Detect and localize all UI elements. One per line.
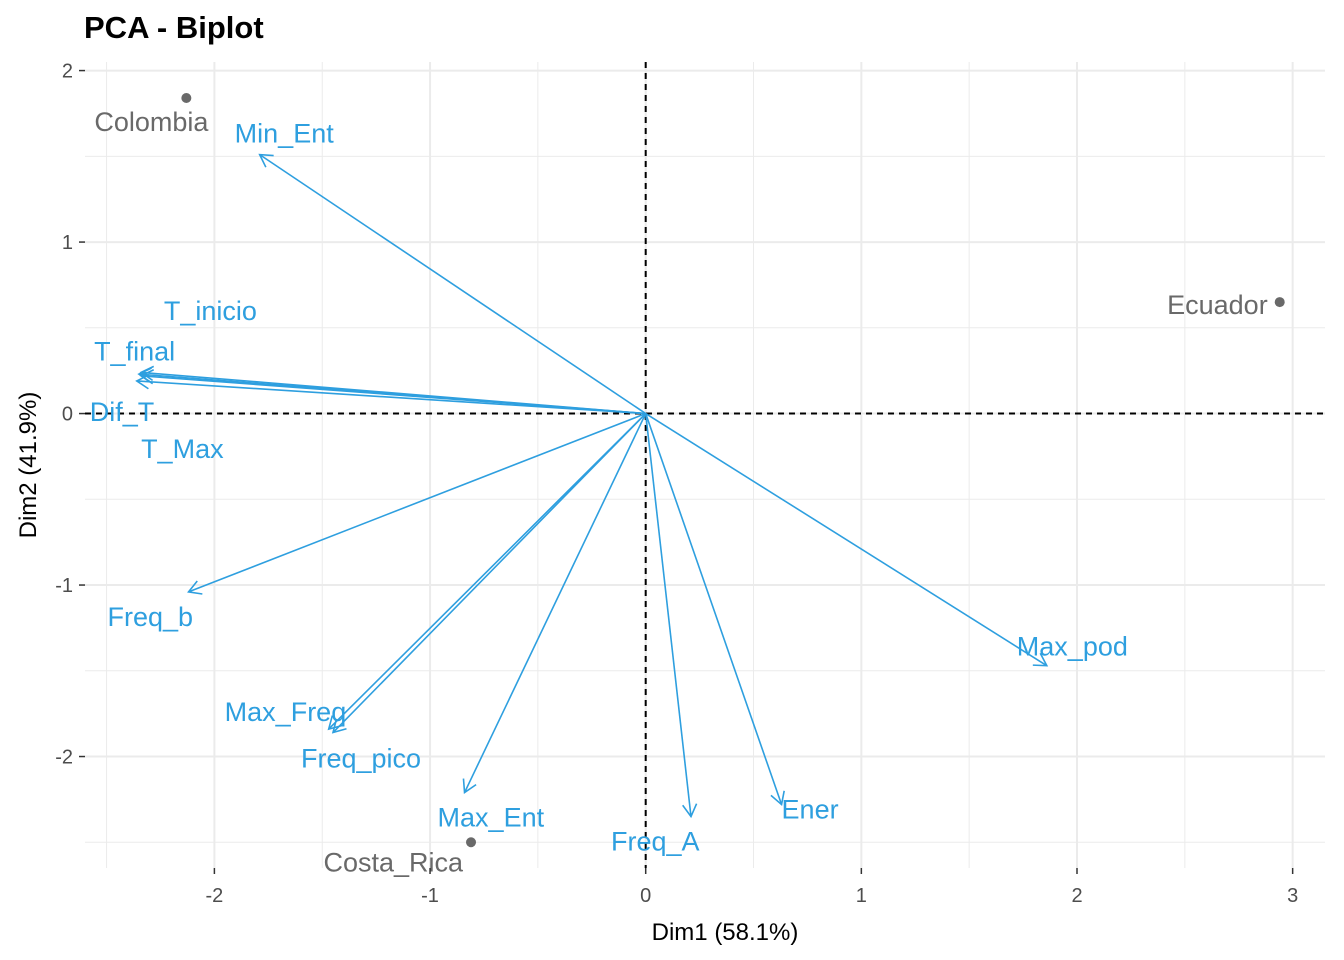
arrow-freq_a (644, 413, 692, 817)
arrow-min_ent (259, 153, 647, 415)
point-costa_rica (466, 837, 477, 848)
arrowhead-freq_a (682, 803, 698, 819)
variable-label-t_max: T_Max (141, 434, 224, 464)
point-colombia (181, 93, 192, 104)
arrow-freq_b (188, 412, 646, 593)
x-tick-label: 1 (856, 885, 867, 907)
y-tick-label: 0 (62, 404, 73, 426)
x-tick-label: -1 (421, 885, 439, 907)
x-tick-label: 3 (1287, 885, 1298, 907)
y-tick-label: 2 (62, 61, 73, 83)
variable-label-min_ent: Min_Ent (235, 119, 335, 149)
variable-label-ener: Ener (782, 795, 839, 825)
variable-label-dif_t: Dif_T (90, 397, 155, 427)
x-axis-title: Dim1 (58.1%) (652, 919, 799, 946)
arrow-freq_pico (332, 412, 647, 734)
variable-label-max_freq: Max_Freq (225, 697, 347, 727)
x-tick-label: -2 (205, 885, 223, 907)
grid-minor (85, 62, 1325, 868)
chart-title: PCA - Biplot (84, 10, 264, 45)
arrow-ener (644, 413, 783, 805)
y-axis-ticks: -2 -1 0 1 2 (55, 61, 85, 769)
x-tick-label: 0 (640, 885, 651, 907)
y-tick-label: 1 (62, 232, 73, 254)
individual-label-colombia: Colombia (94, 107, 209, 137)
y-tick-label: -2 (55, 747, 73, 769)
individual-labels: Colombia Ecuador Costa_Rica (94, 107, 1267, 877)
arrowhead-max_ent (462, 778, 477, 794)
arrowhead-freq_b (187, 580, 203, 595)
variable-arrows (135, 153, 1049, 819)
variable-label-freq_b: Freq_b (108, 602, 194, 632)
variable-labels: Min_Ent T_inicio T_final Dif_T T_Max Freq_b Ma… (90, 119, 1128, 857)
y-axis-title: Dim2 (41.9%) (15, 392, 42, 539)
individual-label-costa_rica: Costa_Rica (323, 847, 464, 877)
reference-lines (85, 62, 1325, 868)
arrow-max_ent (463, 413, 647, 793)
arrow-t_max (141, 375, 646, 415)
arrowhead-freq_pico (331, 718, 347, 734)
variable-label-freq_pico: Freq_pico (301, 744, 421, 774)
arrowhead-t_final (139, 365, 155, 382)
individual-points (181, 93, 1285, 848)
individual-label-ecuador: Ecuador (1167, 290, 1268, 320)
x-axis-ticks: -2 -1 0 1 2 3 (205, 868, 1298, 907)
arrow-dif_t (136, 380, 646, 415)
variable-label-t_final: T_final (94, 336, 175, 366)
arrow-max_pod (645, 412, 1048, 667)
arrowhead-max_pod (1032, 652, 1049, 667)
arrowhead-t_max (139, 369, 155, 385)
variable-label-t_inicio: T_inicio (164, 296, 257, 326)
arrowhead-min_ent (258, 153, 274, 168)
x-tick-label: 2 (1071, 885, 1082, 907)
variable-label-max_pod: Max_pod (1017, 632, 1128, 662)
y-tick-label: -1 (55, 575, 73, 597)
arrow-max_freq (328, 412, 647, 730)
variable-label-freq_a: Freq_A (611, 827, 700, 857)
arrowhead-ener (770, 790, 785, 807)
variable-label-max_ent: Max_Ent (438, 803, 545, 833)
point-ecuador (1274, 297, 1285, 308)
grid-major (85, 62, 1325, 868)
